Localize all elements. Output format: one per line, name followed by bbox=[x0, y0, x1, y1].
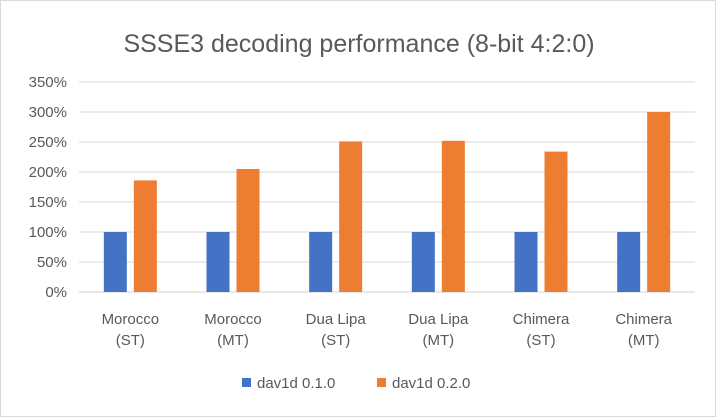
bar-dav1d-0-2-0 bbox=[441, 140, 465, 292]
x-tick-label: Dua Lipa bbox=[408, 311, 469, 328]
legend-label: dav1d 0.1.0 bbox=[257, 375, 335, 392]
bar-dav1d-0-1-0 bbox=[617, 232, 641, 292]
y-tick-label: 250% bbox=[29, 134, 67, 151]
bar-dav1d-0-1-0 bbox=[206, 232, 230, 292]
legend-swatch bbox=[242, 378, 251, 387]
bar-dav1d-0-2-0 bbox=[647, 112, 671, 292]
y-tick-label: 150% bbox=[29, 194, 67, 211]
x-tick-label-sub: (MT) bbox=[423, 332, 455, 349]
x-tick-label: Chimera bbox=[513, 311, 570, 328]
x-tick-label: Chimera bbox=[615, 311, 672, 328]
x-tick-label-sub: (MT) bbox=[217, 332, 249, 349]
x-tick-label-sub: (ST) bbox=[321, 332, 350, 349]
x-tick-label: Morocco bbox=[204, 311, 262, 328]
bar-dav1d-0-1-0 bbox=[411, 232, 435, 292]
bar-dav1d-0-2-0 bbox=[544, 151, 568, 292]
bar-dav1d-0-2-0 bbox=[133, 180, 157, 292]
legend-swatch bbox=[377, 378, 386, 387]
x-tick-label-sub: (MT) bbox=[628, 332, 660, 349]
bar-dav1d-0-1-0 bbox=[309, 232, 333, 292]
y-tick-label: 50% bbox=[37, 254, 67, 271]
bar-dav1d-0-2-0 bbox=[236, 169, 260, 292]
y-tick-label: 0% bbox=[45, 284, 67, 301]
x-tick-label: Morocco bbox=[102, 311, 160, 328]
bar-dav1d-0-1-0 bbox=[514, 232, 538, 292]
x-tick-label: Dua Lipa bbox=[306, 311, 367, 328]
bar-dav1d-0-1-0 bbox=[103, 232, 127, 292]
y-tick-label: 200% bbox=[29, 164, 67, 181]
y-tick-label: 300% bbox=[29, 104, 67, 121]
x-tick-label-sub: (ST) bbox=[116, 332, 145, 349]
x-tick-label-sub: (ST) bbox=[526, 332, 555, 349]
bar-dav1d-0-2-0 bbox=[339, 141, 363, 292]
y-tick-label: 350% bbox=[29, 74, 67, 91]
y-tick-label: 100% bbox=[29, 224, 67, 241]
legend-label: dav1d 0.2.0 bbox=[392, 375, 470, 392]
chart-title: SSSE3 decoding performance (8-bit 4:2:0) bbox=[123, 30, 594, 58]
